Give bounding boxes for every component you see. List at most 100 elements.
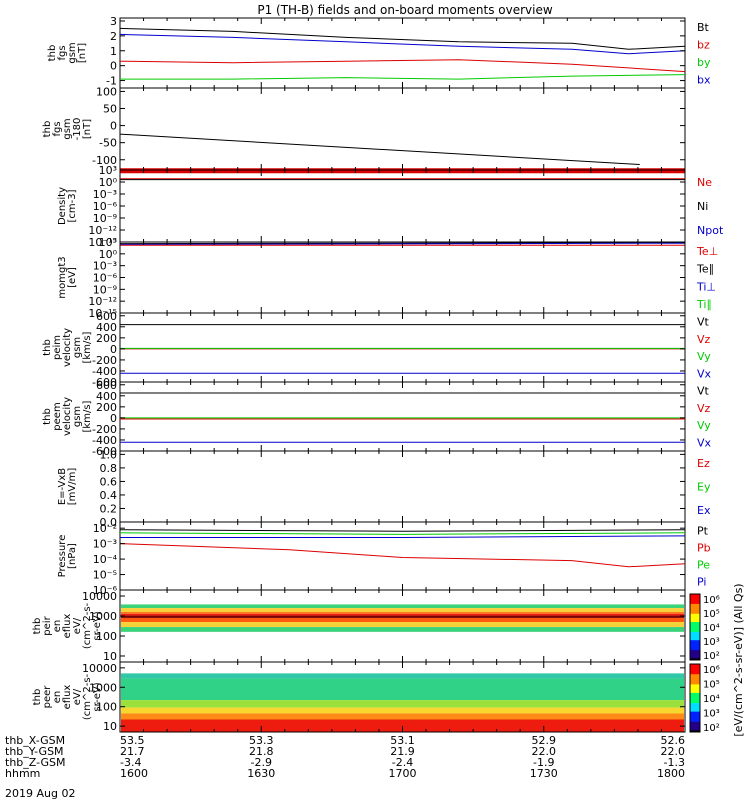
spectrogram-band	[121, 611, 684, 614]
orbit-value: 21.9	[390, 745, 415, 758]
y-tick-label: -1	[106, 75, 117, 88]
colorbar-segment	[690, 598, 700, 602]
y-tick-label: 10⁻⁹	[93, 283, 117, 296]
y-tick-label: 600	[96, 310, 117, 323]
y-axis-label: thb	[47, 45, 58, 62]
y-axis-label: en	[52, 620, 63, 633]
panel-7: 1.00.80.60.40.20.0 E=-VxB [mV/m] Ez Ey Ex	[57, 448, 711, 529]
spectrogram-band	[121, 713, 684, 720]
panel-9: 10000 1000 100 10 thb peir en eflux eV/(cm^2-s-s…	[32, 589, 686, 663]
orbit-row-label: thb_Y-GSM	[5, 745, 64, 758]
spectrogram-band	[121, 617, 684, 623]
y-axis-label: velocity	[62, 328, 73, 367]
y-axis-label: [mV/m]	[67, 468, 78, 506]
y-tick-label: -200	[92, 423, 117, 436]
y-axis-label: eflux	[62, 614, 73, 639]
colorbar-tick-label: 10³	[703, 637, 720, 648]
orbit-row-label: thb_X-GSM	[5, 734, 65, 747]
y-tick-label: 200	[96, 332, 117, 345]
colorbar-segment	[690, 728, 700, 731]
panel-frame	[119, 521, 686, 591]
orbit-row-label: thb_Z-GSM	[5, 756, 65, 769]
colorbar-segment	[690, 608, 700, 611]
colorbar-segment	[690, 682, 700, 685]
spectrogram-band	[121, 707, 684, 714]
colorbar-segment	[690, 677, 700, 680]
legend-entry: by	[697, 56, 711, 69]
y-axis-label: peem	[52, 402, 63, 430]
series-line	[119, 532, 686, 535]
y-tick-label: -600	[92, 445, 117, 458]
colorbar-tick-label: 10²	[703, 651, 720, 662]
legend-entry: Vy	[697, 350, 711, 363]
colorbar-segment	[690, 597, 700, 600]
colorbar-tick-label: 10⁶	[703, 595, 720, 606]
colorbar-segment	[690, 681, 700, 684]
y-axis-label: peer	[42, 685, 53, 709]
colorbar-segment	[690, 689, 700, 692]
colorbar-segment	[690, 615, 700, 618]
colorbar-segment	[690, 698, 700, 701]
y-tick-label: 10⁻³	[93, 188, 117, 201]
y-tick-label: -100	[92, 154, 117, 167]
colorbar-segment	[690, 635, 700, 638]
series-line	[119, 59, 686, 73]
colorbar-segment	[690, 718, 700, 721]
spectrogram-band	[121, 700, 684, 708]
colorbar-segment	[690, 709, 700, 713]
panel-1: 3 2 1 0 -1 thb fgs gsm [nT] Bt bz by bx	[47, 15, 711, 89]
colorbar-tick-label: 10⁴	[703, 623, 720, 634]
colorbar-tick-label: 10⁵	[703, 609, 720, 620]
colorbar-segment	[690, 674, 700, 677]
y-tick-label: 10000	[82, 662, 117, 675]
panel-frame	[119, 87, 686, 171]
series-line	[119, 27, 686, 50]
colorbar-segment	[690, 605, 700, 608]
colorbar-segment	[690, 630, 700, 633]
orbit-value: 53.1	[390, 734, 415, 747]
colorbar-segment	[690, 665, 700, 668]
colorbars-group: 10⁶ 10⁵ 10⁴ 10³ 10² 10⁶ 10⁵ 10⁴ 10³ 10² [eV/(cm^2-…	[689, 583, 745, 737]
colorbar-1: 10⁶ 10⁵ 10⁴ 10³ 10²	[689, 593, 720, 662]
orbit-value: 52.9	[532, 734, 557, 747]
series-line	[119, 529, 686, 532]
y-axis-label: gsm	[67, 42, 78, 63]
legend-entry: Vx	[697, 367, 712, 380]
colorbar-segment	[690, 730, 700, 733]
y-tick-label: 10⁰	[99, 176, 118, 189]
colorbar-segment	[690, 594, 700, 597]
colorbar-segment	[690, 706, 700, 709]
colorbar-segment	[690, 711, 700, 714]
y-tick-label: 10⁻²	[93, 522, 117, 535]
y-tick-label: -200	[92, 354, 117, 367]
colorbar-segment	[690, 713, 700, 716]
colorbar-segment	[690, 643, 700, 646]
legend-entry: Vy	[697, 419, 711, 432]
orbit-value: 53.5	[120, 734, 145, 747]
colorbar-segment	[690, 670, 700, 673]
legend-entry: Ex	[697, 504, 711, 517]
colorbar-segment	[690, 704, 700, 707]
y-tick-label: 0.0	[100, 516, 118, 529]
panel-frame	[119, 450, 686, 523]
y-tick-label: 1000	[89, 610, 117, 623]
colorbar-segment	[690, 716, 700, 719]
colorbar-segment	[690, 646, 700, 649]
y-tick-label: 10⁻¹²	[88, 224, 117, 237]
y-axis-label: eV/	[72, 688, 83, 705]
colorbar-segment	[690, 725, 700, 728]
series-line	[120, 535, 686, 538]
legend-entry: Te∥	[696, 263, 714, 276]
orbit-value: 1730	[530, 767, 558, 780]
y-tick-label: 400	[96, 321, 117, 334]
colorbar-segment	[690, 672, 700, 675]
y-tick-label: -50	[99, 137, 117, 150]
y-tick-label: 10⁻¹⁵	[88, 307, 117, 320]
y-tick-label: 0	[110, 343, 117, 356]
y-axis-label: thb	[32, 689, 43, 706]
legend-entry: Vt	[697, 316, 710, 329]
orbit-value: 1630	[247, 767, 275, 780]
colorbar-segment	[690, 622, 700, 625]
orbit-value: 22.0	[532, 745, 557, 758]
